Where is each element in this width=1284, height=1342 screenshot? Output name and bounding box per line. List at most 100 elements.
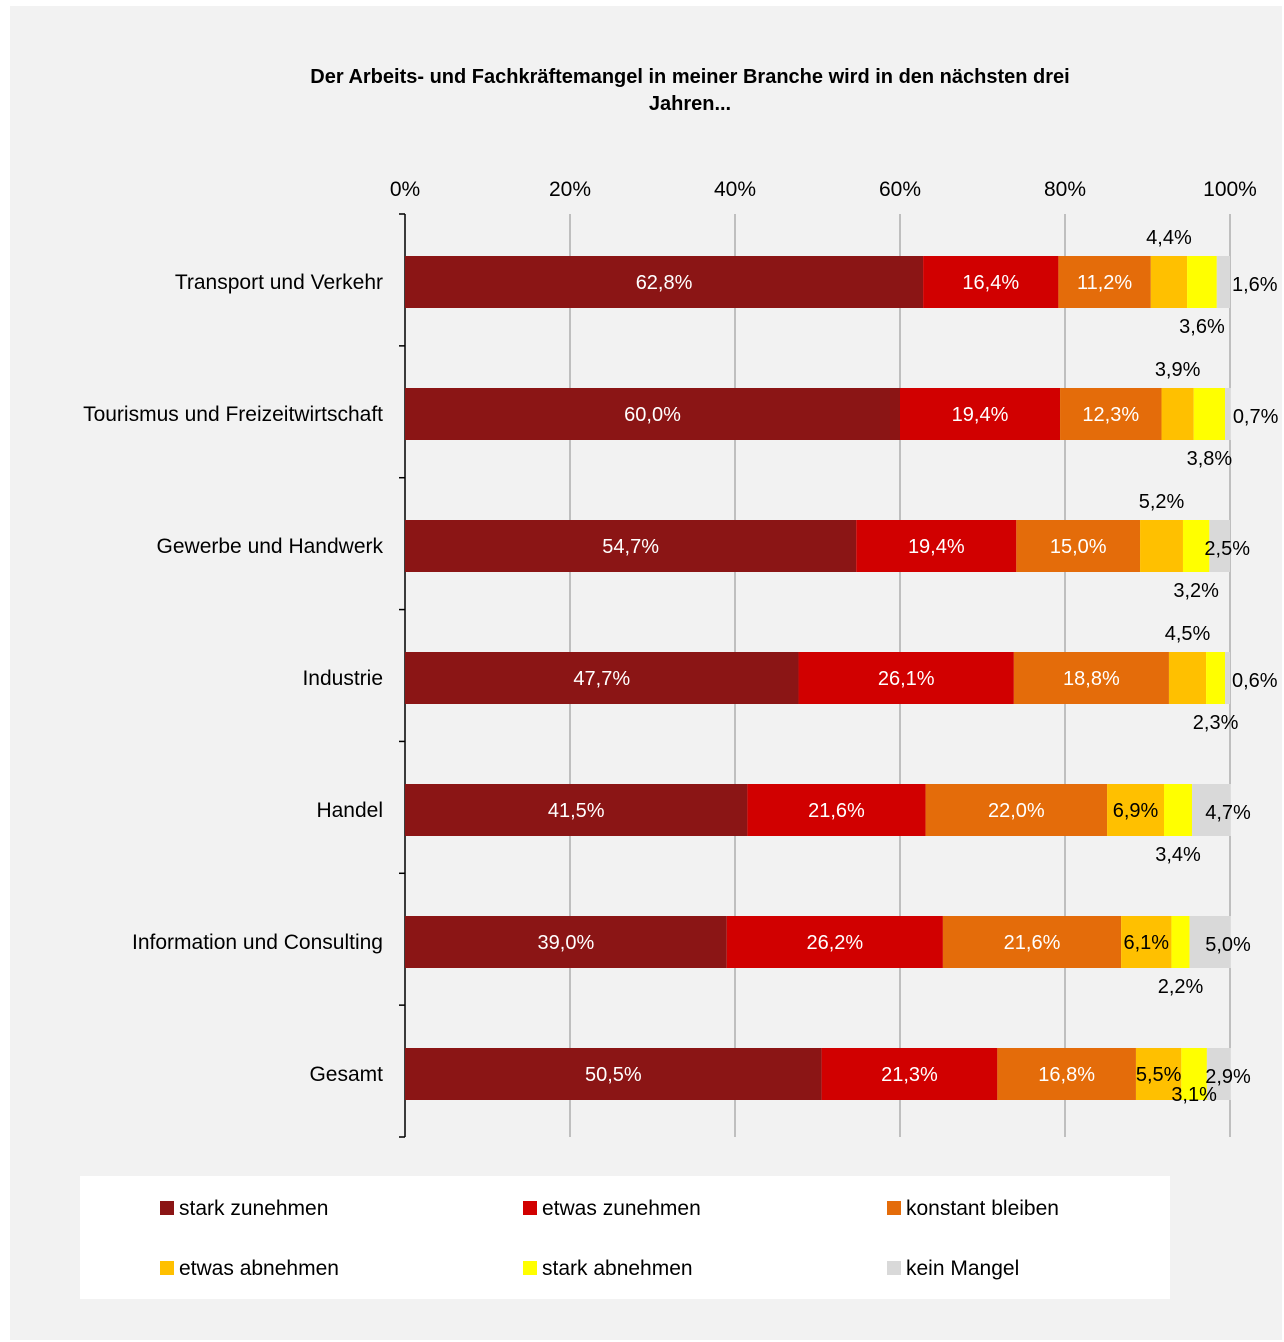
legend-label: stark abnehmen xyxy=(542,1257,693,1280)
bar-segment xyxy=(798,652,1014,704)
chart-title-line-2: Jahren... xyxy=(649,93,731,115)
legend-label: etwas abnehmen xyxy=(179,1257,339,1280)
data-label: 0,6% xyxy=(1232,670,1278,692)
data-label: 19,4% xyxy=(908,536,965,558)
legend-box xyxy=(80,1176,1170,1299)
data-label: 3,9% xyxy=(1155,359,1201,381)
data-label: 5,0% xyxy=(1205,934,1251,956)
data-label: 54,7% xyxy=(602,536,659,558)
bar-segment xyxy=(1121,916,1172,968)
data-label: 2,3% xyxy=(1193,712,1239,734)
bar-segment xyxy=(405,388,900,440)
bar-segment xyxy=(405,1048,822,1100)
data-label: 11,2% xyxy=(1077,272,1132,294)
data-label: 4,5% xyxy=(1165,623,1211,645)
data-label: 4,4% xyxy=(1146,227,1192,249)
category-label: Information und Consulting xyxy=(132,931,383,954)
bar-segment xyxy=(1209,520,1230,572)
bar-segment xyxy=(405,652,799,704)
data-label: 41,5% xyxy=(548,800,605,822)
data-label: 6,9% xyxy=(1113,800,1159,822)
data-label: 1,6% xyxy=(1232,274,1278,296)
bar-segment xyxy=(1225,652,1230,704)
data-labels: 62,8% 16,4% 11,2% 4,4% 3,6% 1,6% 60,0% 19,4% 12,… xyxy=(538,227,1279,1106)
bar-segment xyxy=(1181,1048,1207,1100)
data-label: 16,4% xyxy=(962,272,1019,294)
bar-segment xyxy=(942,916,1122,968)
bar-segment xyxy=(1058,256,1151,308)
data-label: 3,2% xyxy=(1173,580,1219,602)
category-label: Handel xyxy=(316,799,383,822)
bar-segment xyxy=(1189,916,1231,968)
bar-segment xyxy=(1150,256,1188,308)
bar-segment xyxy=(1161,388,1194,440)
legend-label: etwas zunehmen xyxy=(542,1197,701,1220)
data-label: 3,1% xyxy=(1171,1084,1217,1106)
bars xyxy=(405,256,1231,1100)
data-label: 60,0% xyxy=(624,404,681,426)
bar-segment xyxy=(1060,388,1162,440)
bar-segment xyxy=(856,520,1017,572)
bar-segment xyxy=(1192,784,1231,836)
legend-label: stark zunehmen xyxy=(179,1197,328,1220)
x-axis-ticks: 0% 20% 40% 60% 80% 100% xyxy=(390,178,1257,201)
bar-segment xyxy=(405,256,924,308)
bar-segment xyxy=(1182,520,1210,572)
legend-swatch xyxy=(523,1201,537,1215)
bar-segment xyxy=(997,1048,1136,1100)
data-label: 18,8% xyxy=(1063,668,1120,690)
data-label: 21,3% xyxy=(881,1064,938,1086)
data-label: 2,2% xyxy=(1158,976,1204,998)
data-label: 26,1% xyxy=(878,668,935,690)
bar-segment xyxy=(1168,652,1207,704)
bar-segment xyxy=(405,916,727,968)
chart-svg: Der Arbeits- und Fachkräftemangel in mei… xyxy=(80,66,1279,1299)
category-label: Gewerbe und Handwerk xyxy=(157,535,384,558)
data-label: 12,3% xyxy=(1082,404,1139,426)
data-label: 0,7% xyxy=(1233,406,1279,428)
x-tick-label: 80% xyxy=(1044,178,1086,201)
data-label: 21,6% xyxy=(1004,932,1061,954)
bar-segment xyxy=(405,784,748,836)
data-label: 3,4% xyxy=(1155,844,1201,866)
bar-segment xyxy=(1206,652,1226,704)
bar-segment xyxy=(1107,784,1164,836)
legend-label: kein Mangel xyxy=(906,1257,1019,1280)
bar-segment xyxy=(726,916,943,968)
legend-swatch xyxy=(160,1201,174,1215)
data-label: 15,0% xyxy=(1050,536,1107,558)
bar-segment xyxy=(1013,652,1169,704)
bar-segment xyxy=(923,256,1059,308)
chart-area: Der Arbeits- und Fachkräftemangel in mei… xyxy=(10,6,1282,1340)
category-label: Transport und Verkehr xyxy=(175,271,383,294)
bar-segment xyxy=(1216,256,1230,308)
bar-segment xyxy=(1164,784,1193,836)
bar-segment xyxy=(925,784,1108,836)
category-label: Tourismus und Freizeitwirtschaft xyxy=(83,403,383,426)
bar-segment xyxy=(747,784,926,836)
data-label: 50,5% xyxy=(585,1064,642,1086)
legend-swatch xyxy=(887,1261,901,1275)
x-tick-label: 60% xyxy=(879,178,921,201)
y-axis-categories: Transport und Verkehr Tourismus und Freiz… xyxy=(83,271,383,1086)
x-tick-label: 0% xyxy=(390,178,420,201)
bar-segment xyxy=(1140,520,1183,572)
data-label: 5,5% xyxy=(1136,1064,1182,1086)
legend-swatch xyxy=(160,1261,174,1275)
data-label: 5,2% xyxy=(1139,491,1185,513)
bar-segment xyxy=(1016,520,1141,572)
legend: stark zunehmen etwas zunehmen konstant ble… xyxy=(160,1197,1059,1280)
bar-segment xyxy=(1193,388,1226,440)
bar-segment xyxy=(821,1048,998,1100)
data-label: 3,8% xyxy=(1187,448,1233,470)
x-tick-label: 40% xyxy=(714,178,756,201)
data-label: 22,0% xyxy=(988,800,1045,822)
bar-segment xyxy=(1206,1048,1231,1100)
chart-title-line-1: Der Arbeits- und Fachkräftemangel in mei… xyxy=(310,66,1069,88)
bar-segment xyxy=(900,388,1061,440)
data-label: 19,4% xyxy=(952,404,1009,426)
data-label: 26,2% xyxy=(806,932,863,954)
legend-label: konstant bleiben xyxy=(906,1197,1059,1220)
category-label: Gesamt xyxy=(309,1063,383,1086)
bar-segment xyxy=(1187,256,1217,308)
